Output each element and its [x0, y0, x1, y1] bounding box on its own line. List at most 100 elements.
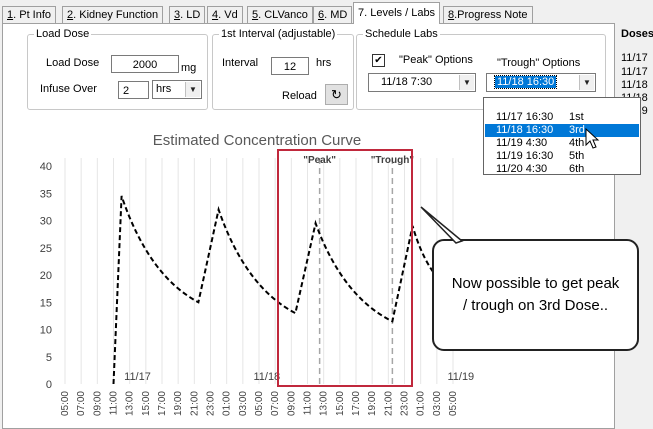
y-tick-label: 0 — [46, 379, 52, 391]
x-tick-label: 09:00 — [92, 391, 103, 416]
x-tick-label: 05:00 — [448, 391, 459, 416]
x-tick-label: 23:00 — [400, 391, 411, 416]
concentration-line — [112, 195, 454, 385]
x-tick-label: 09:00 — [286, 391, 297, 416]
x-tick-label: 03:00 — [238, 391, 249, 416]
infuse-unit-value: hrs — [156, 83, 172, 95]
peak-options-label: "Peak" Options — [399, 54, 473, 66]
chevron-down-icon: ▼ — [185, 82, 200, 97]
peak-checkbox[interactable]: ✔ — [372, 54, 385, 67]
y-tick-label: 35 — [40, 188, 52, 200]
load-dose-label: Load Dose — [46, 57, 100, 69]
y-axis-ticks: 0 5 10 15 20 25 30 35 40 — [40, 161, 52, 391]
doses-title: Doses — [621, 28, 653, 40]
lab-marker-label: "Trough" — [371, 155, 415, 166]
x-tick-label: 01:00 — [222, 391, 233, 416]
tab-vd[interactable]: 4. Vd — [207, 6, 243, 23]
load-dose-legend: Load Dose — [36, 28, 90, 40]
lab-marker-label: "Peak" — [303, 155, 336, 166]
y-tick-label: 30 — [40, 216, 52, 228]
infuse-over-label: Infuse Over — [40, 83, 97, 95]
tab-md[interactable]: 6. MD — [313, 6, 353, 23]
x-tick-label: 11:00 — [109, 391, 120, 416]
schedule-labs-group: Schedule Labs — [356, 28, 606, 110]
infuse-over-input[interactable]: 2 — [118, 81, 149, 99]
x-tick-label: 05:00 — [254, 391, 265, 416]
tab-strip: 1. Pt Info 2. Kidney Function 3. LD 4. V… — [0, 2, 653, 24]
x-tick-label: 01:00 — [416, 391, 427, 416]
check-icon: ✔ — [374, 55, 383, 66]
day-label: 11/18 — [253, 371, 280, 383]
x-tick-label: 15:00 — [141, 391, 152, 416]
x-tick-label: 05:00 — [60, 391, 71, 416]
day-label: 11/17 — [124, 371, 151, 383]
lab-markers: "Peak" "Trough" — [303, 155, 414, 384]
doses-item: 11/17 — [621, 52, 648, 64]
schedule-labs-legend: Schedule Labs — [365, 28, 438, 40]
tab-pt-info[interactable]: 1. Pt Info — [2, 6, 57, 23]
interval-legend: 1st Interval (adjustable) — [221, 28, 336, 40]
dropdown-option[interactable]: 11/20 4:30 6th — [496, 163, 585, 175]
peak-select-value: 11/18 7:30 — [381, 76, 433, 88]
trough-select-value: 11/18 16:30 — [493, 75, 558, 89]
tab-levels-labs[interactable]: 7. Levels / Labs — [353, 2, 441, 24]
interval-input[interactable]: 12 — [271, 57, 309, 75]
x-tick-label: 23:00 — [206, 391, 217, 416]
dropdown-option-selected[interactable]: 11/18 16:30 3rd — [485, 124, 639, 137]
trough-options-label: "Trough" Options — [497, 57, 581, 69]
peak-select[interactable]: 11/18 7:30 ▼ — [368, 73, 476, 92]
reload-button[interactable]: ↻ — [325, 84, 348, 105]
mouse-cursor-icon — [585, 128, 600, 149]
infuse-unit-select[interactable]: hrs ▼ — [152, 80, 202, 99]
day-labels: 11/17 11/18 11/19 — [124, 371, 474, 383]
y-tick-label: 40 — [40, 161, 52, 173]
chart-title: Estimated Concentration Curve — [153, 132, 361, 149]
chevron-down-icon: ▼ — [579, 75, 594, 90]
y-tick-label: 15 — [40, 297, 52, 309]
dropdown-option[interactable]: 11/19 4:30 4th — [496, 137, 585, 149]
x-tick-label: 13:00 — [125, 391, 136, 416]
y-tick-label: 20 — [40, 270, 52, 282]
trough-select[interactable]: 11/18 16:30 ▼ — [486, 73, 596, 92]
interval-group: 1st Interval (adjustable) — [212, 28, 354, 110]
interval-unit: hrs — [316, 57, 332, 69]
x-axis-ticks: 05:00 07:00 09:00 11:00 13:00 15:00 17:00 19:00… — [60, 391, 459, 416]
peak-trough-highlight-box — [277, 149, 413, 387]
x-tick-label: 07:00 — [270, 391, 281, 416]
callout-pointer — [420, 206, 464, 244]
day-label: 11/19 — [447, 371, 474, 383]
tab-kidney-function[interactable]: 2. Kidney Function — [62, 6, 164, 23]
y-tick-label: 10 — [40, 325, 52, 337]
x-tick-label: 11:00 — [303, 391, 314, 416]
x-tick-label: 07:00 — [76, 391, 87, 416]
load-dose-input[interactable]: 2000 — [111, 55, 179, 73]
x-tick-label: 17:00 — [351, 391, 362, 416]
x-tick-label: 17:00 — [157, 391, 168, 416]
concentration-series — [112, 195, 454, 385]
doses-item: 11/18 — [621, 79, 648, 91]
load-dose-unit: mg — [181, 62, 197, 74]
doses-item: 11/17 — [621, 66, 648, 78]
callout-tail-mask — [438, 244, 456, 258]
callout-tail-cover — [438, 244, 456, 258]
load-dose-group: Load Dose — [27, 28, 208, 110]
interval-label: Interval — [222, 57, 259, 69]
reload-label: Reload — [282, 90, 317, 102]
dropdown-option[interactable]: 11/19 16:30 5th — [496, 150, 585, 162]
trough-options-dropdown: 11/17 16:30 1st 11/18 16:30 3rd 11/19 4:30… — [483, 97, 641, 175]
y-tick-label: 5 — [46, 352, 52, 364]
chart-grid — [64, 158, 454, 384]
refresh-icon: ↻ — [331, 87, 342, 102]
dropdown-option[interactable]: 11/17 16:30 1st — [496, 111, 584, 123]
x-tick-label: 19:00 — [173, 391, 184, 416]
x-tick-label: 13:00 — [319, 391, 330, 416]
callout-note: Now possible to get peak / trough on 3rd… — [432, 239, 639, 351]
x-tick-label: 21:00 — [383, 391, 394, 416]
callout-text: Now possible to get peak / trough on 3rd… — [451, 275, 620, 314]
levels-labs-panel: Load Dose Load Dose 2000 mg Infuse Over … — [2, 23, 615, 429]
x-tick-label: 21:00 — [189, 391, 200, 416]
tab-clvanco[interactable]: 5. CLVanco — [247, 6, 313, 23]
tab-progress-note[interactable]: 8.Progress Note — [443, 6, 533, 23]
tab-ld[interactable]: 3. LD — [169, 6, 206, 23]
x-tick-label: 19:00 — [367, 391, 378, 416]
